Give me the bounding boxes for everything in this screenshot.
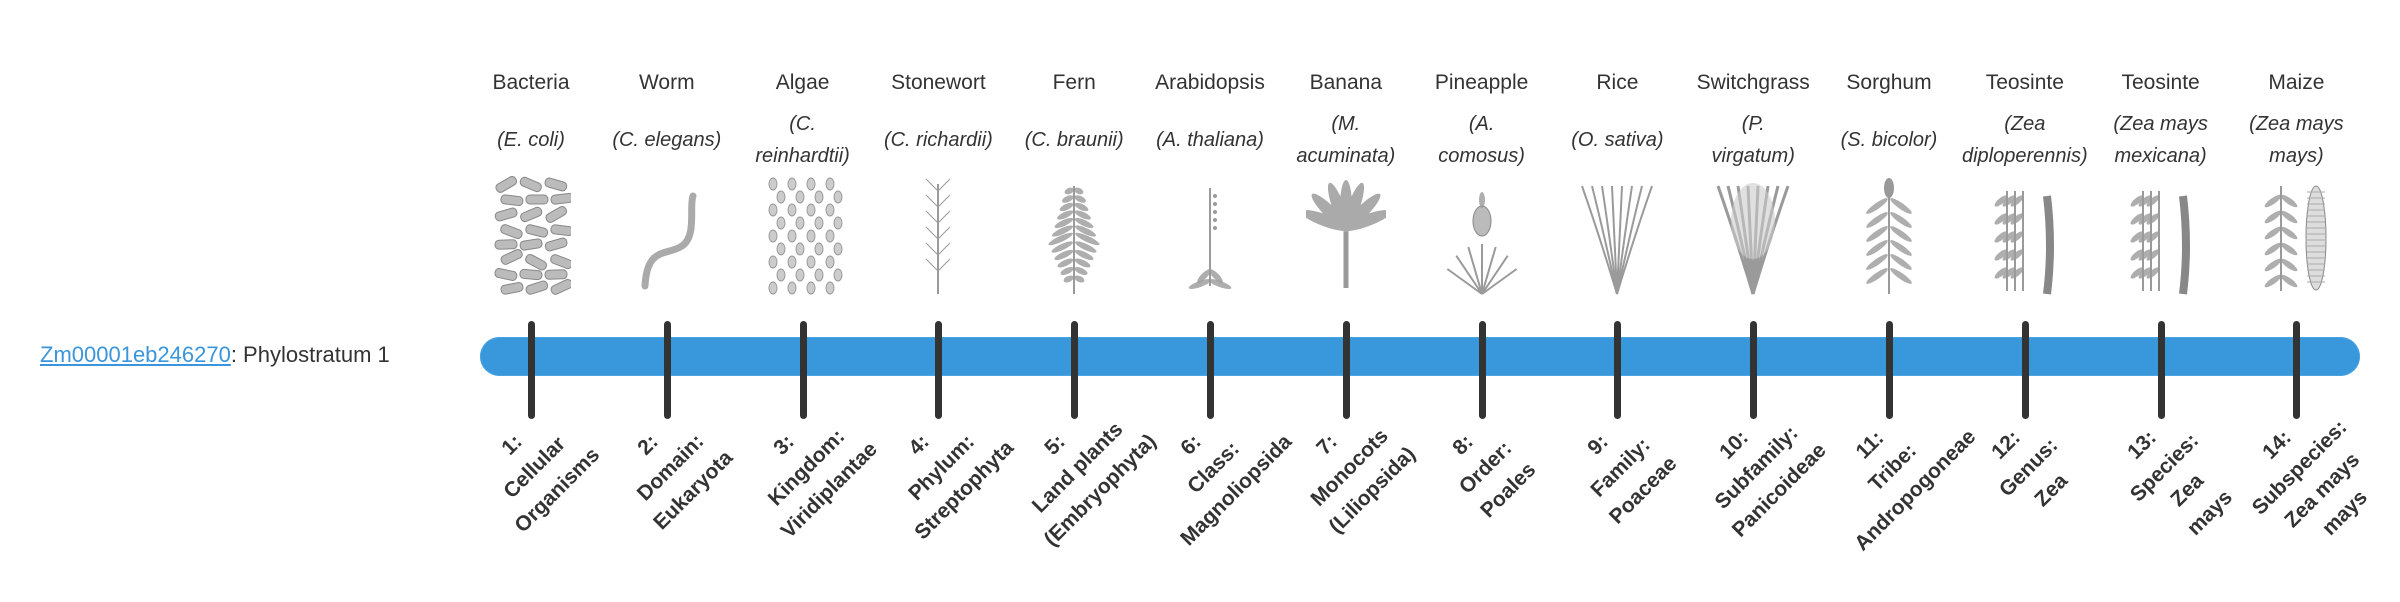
teosinte-icon — [2093, 176, 2229, 298]
organism-scientific-name: (C. richardii) — [870, 108, 1006, 172]
stratum-tick — [1614, 321, 1622, 419]
organism-scientific-name: (E. coli) — [463, 108, 599, 172]
sorghum-icon — [1821, 176, 1957, 298]
stratum-tick — [1750, 321, 1758, 419]
organism-name: Arabidopsis — [1155, 71, 1265, 94]
scientific-name-line: (S. bicolor) — [1840, 129, 1938, 151]
scientific-name-line: acuminata) — [1296, 145, 1396, 167]
organism-name: Stonewort — [891, 71, 986, 94]
organism-scientific-name: (M. acuminata) — [1278, 108, 1414, 172]
pineapple-icon — [1414, 176, 1550, 298]
organism-scientific-name: (Zea mays mays) — [2228, 108, 2364, 172]
bacteria-icon — [463, 176, 599, 298]
organism-name: Worm — [638, 71, 695, 94]
maize-icon — [2228, 176, 2364, 298]
organism-name: Maize — [2268, 71, 2325, 94]
stratum-tick — [528, 321, 535, 419]
stratum-tick — [935, 321, 943, 419]
organism-scientific-name: (S. bicolor) — [1821, 108, 1957, 172]
organism-name: Fern — [1052, 71, 1096, 94]
stratum-tick — [1071, 321, 1079, 419]
organism-scientific-name: (O. sativa) — [1549, 108, 1685, 172]
stratum-tick — [1478, 321, 1486, 419]
organism-scientific-name: (C. reinhardtii) — [735, 108, 871, 172]
scientific-name-line: mays) — [2269, 145, 2324, 167]
scientific-name-line: (Zea — [2004, 113, 2046, 135]
banana-icon — [1278, 176, 1414, 298]
phylostrata-timeline-bar — [480, 337, 2360, 376]
scientific-name-line: virgatum) — [1711, 145, 1795, 167]
organism-scientific-name: (Zea mays mexicana) — [2093, 108, 2229, 172]
fern-icon — [1006, 176, 1142, 298]
organism-scientific-name: (C. braunii) — [1006, 108, 1142, 172]
scientific-name-line: (A. — [1468, 113, 1495, 135]
scientific-name-line: (C. elegans) — [612, 129, 722, 151]
scientific-name-line: comosus) — [1438, 145, 1525, 167]
rice-icon — [1549, 176, 1685, 298]
scientific-name-line: (E. coli) — [497, 129, 565, 151]
scientific-name-line: (P. — [1741, 113, 1765, 135]
organism-scientific-name: (P. virgatum) — [1685, 108, 1821, 172]
scientific-name-line: (C. richardii) — [883, 129, 993, 151]
organism-name: Teosinte — [1985, 71, 2064, 94]
scientific-name-line: (Zea mays — [2249, 113, 2344, 135]
stratum-tick — [2021, 321, 2029, 419]
stratum-tick — [2157, 321, 2165, 419]
organism-name: Bacteria — [492, 71, 570, 94]
organism-name: Pineapple — [1434, 71, 1529, 94]
gene-phylostratum-label: Zm00001eb246270: Phylostratum 1 — [40, 340, 390, 370]
algae-icon — [735, 176, 871, 298]
arabidopsis-icon — [1142, 176, 1278, 298]
stratum-tick — [799, 321, 807, 419]
scientific-name-line: (C. braunii) — [1024, 129, 1124, 151]
organism-name: Teosinte — [2121, 71, 2200, 94]
stratum-tick — [2293, 321, 2301, 419]
teosinte-icon — [1957, 176, 2093, 298]
stratum-tick — [1342, 321, 1350, 419]
organism-name: Rice — [1596, 71, 1639, 94]
organism-name: Banana — [1309, 71, 1382, 94]
scientific-name-line: (Zea mays — [2113, 113, 2208, 135]
stratum-tick — [663, 321, 671, 419]
organism-scientific-name: (C. elegans) — [599, 108, 735, 172]
scientific-name-line: mexicana) — [2114, 145, 2207, 167]
organism-scientific-name: (Zea diploperennis) — [1957, 108, 2093, 172]
organism-name: Switchgrass — [1696, 71, 1810, 94]
scientific-name-line: diploperennis) — [1961, 145, 2088, 167]
stonewort-icon — [870, 176, 1006, 298]
gene-id-link[interactable]: Zm00001eb246270 — [40, 342, 231, 367]
organism-name: Sorghum — [1846, 71, 1932, 94]
scientific-name-line: (M. — [1331, 113, 1361, 135]
phylostratum-text: : Phylostratum 1 — [230, 342, 390, 367]
worm-icon — [599, 176, 735, 298]
organism-scientific-name: (A. comosus) — [1414, 108, 1550, 172]
switchgrass-icon — [1685, 176, 1821, 298]
organism-scientific-name: (A. thaliana) — [1142, 108, 1278, 172]
stratum-tick — [1886, 321, 1893, 419]
scientific-name-line: (O. sativa) — [1571, 129, 1664, 151]
organism-name: Algae — [775, 71, 830, 94]
scientific-name-line: reinhardtii) — [755, 145, 850, 167]
scientific-name-line: (C. — [789, 113, 816, 135]
scientific-name-line: (A. thaliana) — [1156, 129, 1264, 151]
stratum-tick — [1207, 321, 1214, 419]
